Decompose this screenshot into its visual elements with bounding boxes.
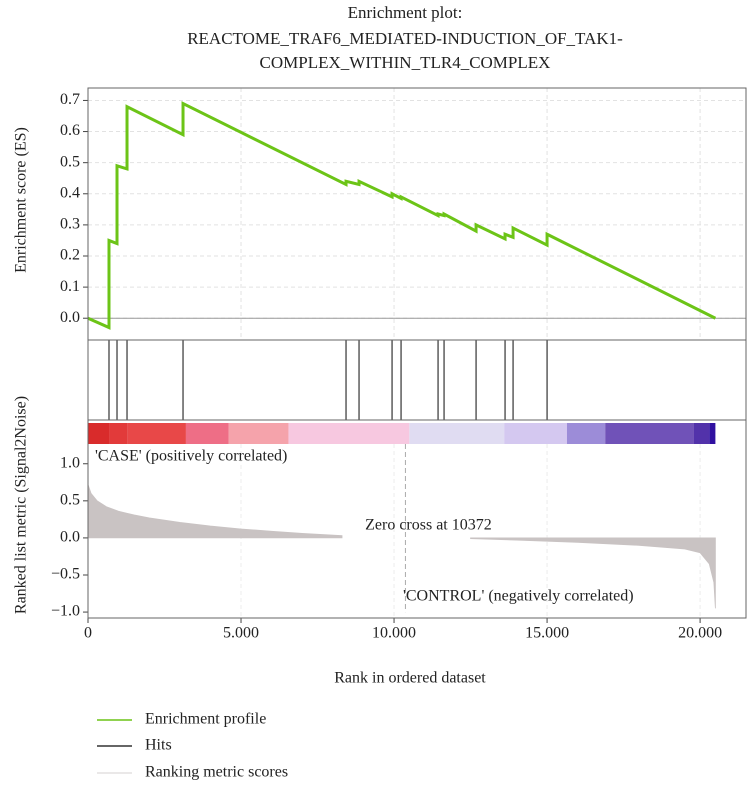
es-line [87, 101, 717, 330]
panel-frame [87, 339, 747, 421]
chart-title: Enrichment plot: [348, 3, 463, 22]
zero-cross-label: Zero cross at 10372 [365, 517, 492, 534]
color-bar-segment [127, 423, 186, 444]
color-bar-segment [185, 423, 229, 444]
control-label: 'CONTROL' (negatively correlated) [403, 588, 634, 605]
color-bar-segment [88, 423, 110, 444]
panel-frame [87, 419, 747, 619]
color-bar-segment [409, 423, 505, 444]
y-tick-label: 0.3 [60, 216, 80, 233]
y-tick-label: 0.4 [60, 184, 80, 201]
chart-title: COMPLEX_WITHIN_TLR4_COMPLEX [260, 53, 551, 72]
y2-tick-label: −0.5 [51, 566, 80, 583]
y-tick-label: 0.0 [60, 309, 80, 326]
x-tick-label: 0 [84, 625, 92, 642]
metric-area [87, 484, 716, 609]
y-axis-label: Ranked list metric (Signal2Noise) [13, 396, 30, 614]
y-tick-label: 0.2 [60, 247, 80, 264]
legend-label: Enrichment profile [145, 711, 266, 728]
legend-label: Hits [145, 737, 172, 754]
y-tick-label: 0.1 [60, 278, 80, 295]
y-tick-label: 0.5 [60, 153, 80, 170]
color-bar-segment [709, 423, 716, 444]
legend-label: Ranking metric scores [145, 764, 288, 781]
case-label: 'CASE' (positively correlated) [95, 448, 287, 465]
panel-frame [87, 87, 747, 341]
color-bar-segment [228, 423, 289, 444]
y2-tick-label: 0.5 [60, 492, 80, 509]
color-bar-segment [566, 423, 606, 444]
y2-tick-label: 0.0 [60, 529, 80, 546]
x-axis-label: Rank in ordered dataset [334, 670, 486, 687]
chart-title: REACTOME_TRAF6_MEDIATED-INDUCTION_OF_TAK… [187, 29, 623, 48]
y2-tick-label: −1.0 [51, 603, 80, 620]
y-axis-label: Enrichment score (ES) [13, 127, 30, 273]
y-tick-label: 0.7 [60, 91, 80, 108]
y-tick-label: 0.6 [60, 122, 80, 139]
x-tick-label: 15.000 [525, 625, 569, 642]
x-tick-label: 5.000 [223, 625, 259, 642]
x-tick-label: 10.000 [372, 625, 416, 642]
color-bar-segment [109, 423, 128, 444]
color-bar-segment [288, 423, 410, 444]
color-bar-segment [605, 423, 694, 444]
y2-tick-label: 1.0 [60, 454, 80, 471]
color-bar-segment [504, 423, 567, 444]
color-bar-segment [693, 423, 710, 444]
x-tick-label: 20.000 [678, 625, 722, 642]
